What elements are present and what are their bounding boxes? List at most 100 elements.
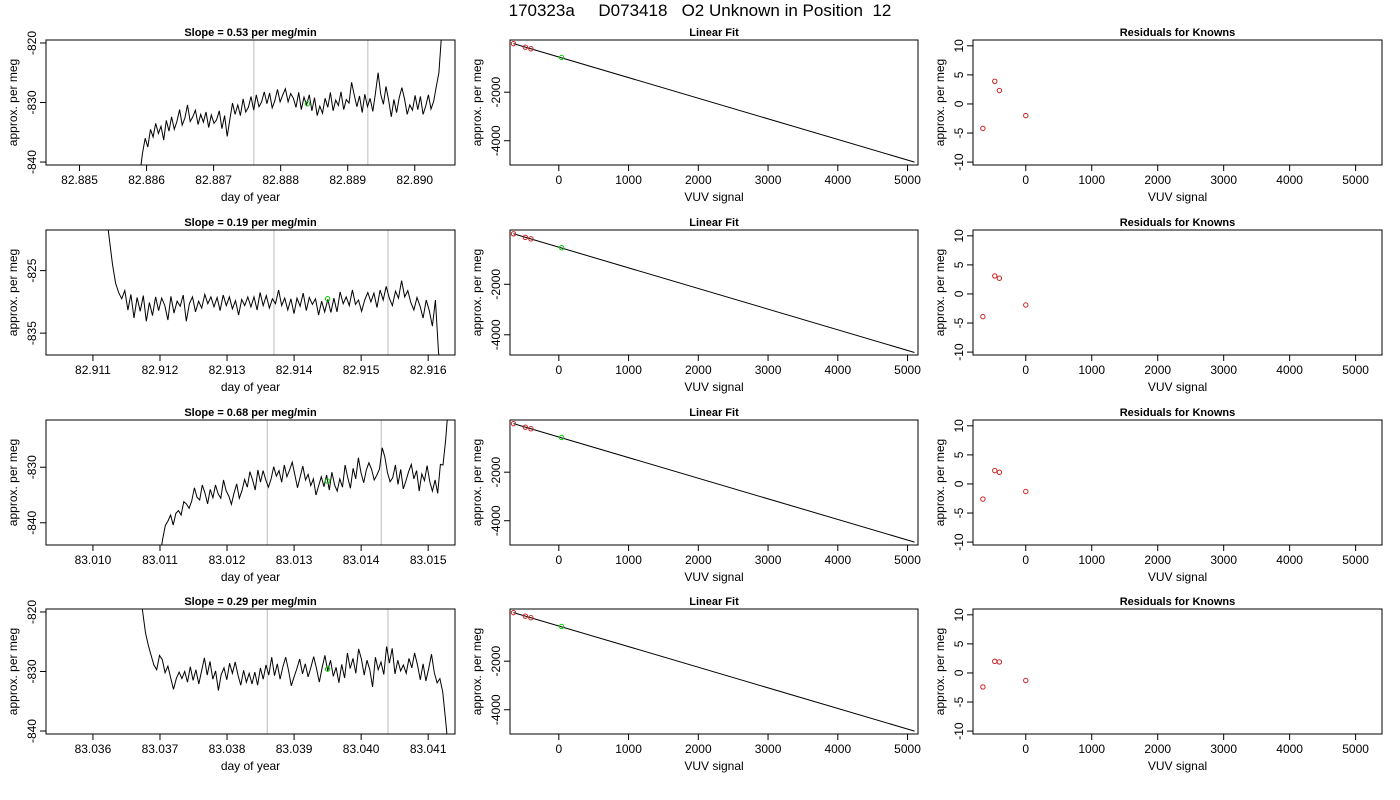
x-axis-label: VUV signal [1148, 570, 1207, 584]
plot-frame [972, 39, 1383, 166]
y-tick-label: -5 [952, 696, 966, 707]
x-tick-label: 0 [555, 553, 562, 567]
known-point [510, 609, 517, 616]
known-point [522, 424, 529, 430]
mean-marker-point [304, 100, 311, 107]
panel-title: Slope = 0.29 per meg/min [184, 596, 317, 608]
known-point [528, 236, 534, 242]
x-tick-label: 5000 [894, 173, 921, 187]
x-tick-label: 82.916 [410, 363, 447, 377]
x-tick-label: 2000 [685, 742, 712, 756]
y-tick-label: -2000 [489, 269, 503, 300]
y-axis-label: approx. per meg [6, 628, 20, 715]
x-tick-label: 82.887 [195, 173, 232, 187]
x-tick-label: 1000 [1078, 742, 1105, 756]
y-axis-label: approx. per meg [470, 628, 484, 715]
known-point [996, 469, 1003, 476]
y-tick-label: -4000 [489, 319, 503, 350]
signal-series-line [107, 230, 440, 355]
known-point [528, 426, 534, 432]
x-tick-label: 82.914 [276, 363, 313, 377]
y-tick-label: -10 [952, 722, 966, 740]
x-tick-label: 2000 [1144, 742, 1171, 756]
fit-line [513, 43, 915, 163]
known-point [980, 313, 986, 320]
x-tick-label: 83.015 [410, 553, 447, 567]
x-axis-label: VUV signal [684, 380, 743, 394]
fit-line [513, 612, 915, 732]
x-tick-label: 1000 [615, 363, 642, 377]
known-point [992, 78, 998, 84]
x-tick-label: 0 [1022, 742, 1029, 756]
x-tick-label: 82.913 [209, 363, 246, 377]
y-axis-label: approx. per meg [6, 439, 20, 526]
y-tick-label: -10 [952, 343, 966, 361]
plot-frame [45, 229, 456, 356]
plot-frame [45, 608, 456, 735]
x-tick-label: 83.013 [276, 553, 313, 567]
y-tick-label: -2000 [489, 646, 503, 677]
mean-marker-point [324, 478, 331, 484]
plot-frame [45, 39, 456, 166]
x-axis-label: day of year [221, 570, 280, 584]
unknown-point [558, 54, 565, 61]
panel-title: Residuals for Knowns [1120, 27, 1236, 39]
panel-r3-c2: Residuals for Knowns VUV signal approx. pe… [933, 596, 1383, 773]
known-point [510, 420, 517, 427]
x-tick-label: 3000 [755, 363, 782, 377]
plot-area [140, 40, 442, 165]
y-tick-label: 0 [952, 669, 966, 676]
x-tick-label: 82.915 [343, 363, 380, 377]
known-point [1023, 488, 1029, 495]
panel-title: Slope = 0.53 per meg/min [184, 27, 317, 39]
y-axis-label: approx. per meg [6, 249, 20, 336]
y-tick-label: -835 [25, 321, 39, 345]
y-tick-label: -5 [952, 127, 966, 138]
x-tick-label: 3000 [755, 742, 782, 756]
y-tick-label: 0 [952, 290, 966, 297]
panel-title: Linear Fit [689, 217, 739, 229]
mean-marker-point [324, 296, 331, 302]
y-tick-label: -10 [952, 533, 966, 551]
panel-title: Residuals for Knowns [1120, 596, 1236, 608]
signal-series-line [140, 40, 442, 165]
x-tick-label: 82.911 [75, 363, 111, 377]
y-tick-label: -4000 [489, 505, 503, 536]
x-axis-label: VUV signal [1148, 380, 1207, 394]
x-tick-label: 83.012 [209, 553, 246, 567]
y-tick-label: -820 [25, 31, 39, 55]
known-point [1023, 302, 1029, 308]
y-tick-label: -5 [952, 317, 966, 328]
x-tick-label: 83.037 [142, 742, 179, 756]
x-tick-label: 82.888 [262, 173, 299, 187]
x-tick-label: 0 [555, 742, 562, 756]
y-tick-label: 5 [952, 451, 966, 458]
x-axis-label: day of year [221, 759, 280, 773]
known-point [522, 44, 529, 50]
panel-title: Linear Fit [689, 27, 739, 39]
plot-frame [509, 229, 919, 356]
y-tick-label: 5 [952, 71, 966, 78]
y-tick-label: -825 [25, 258, 39, 282]
plot-frame [972, 608, 1383, 735]
y-axis-label: approx. per meg [933, 439, 947, 526]
x-tick-label: 1000 [1078, 553, 1105, 567]
panel-title: Residuals for Knowns [1120, 407, 1236, 419]
y-tick-label: -2000 [489, 457, 503, 488]
plot-frame [509, 39, 919, 166]
panel-r3-c0: Slope = 0.29 per meg/min day of year appro… [6, 596, 456, 773]
panel-title: Slope = 0.68 per meg/min [184, 407, 317, 419]
panel-r2-c1: Linear Fit VUV signal approx. per meg 0 1000… [470, 407, 921, 584]
y-tick-label: 5 [952, 261, 966, 268]
plot-frame [509, 419, 919, 546]
unknown-point [558, 244, 565, 251]
x-tick-label: 0 [1022, 363, 1029, 377]
x-tick-label: 0 [1022, 173, 1029, 187]
known-point [996, 659, 1003, 665]
known-point [980, 496, 986, 502]
x-axis-label: VUV signal [1148, 190, 1207, 204]
panel-r2-c2: Residuals for Knowns VUV signal approx. pe… [933, 407, 1383, 584]
x-tick-label: 83.014 [343, 553, 380, 567]
x-tick-label: 4000 [1276, 742, 1303, 756]
